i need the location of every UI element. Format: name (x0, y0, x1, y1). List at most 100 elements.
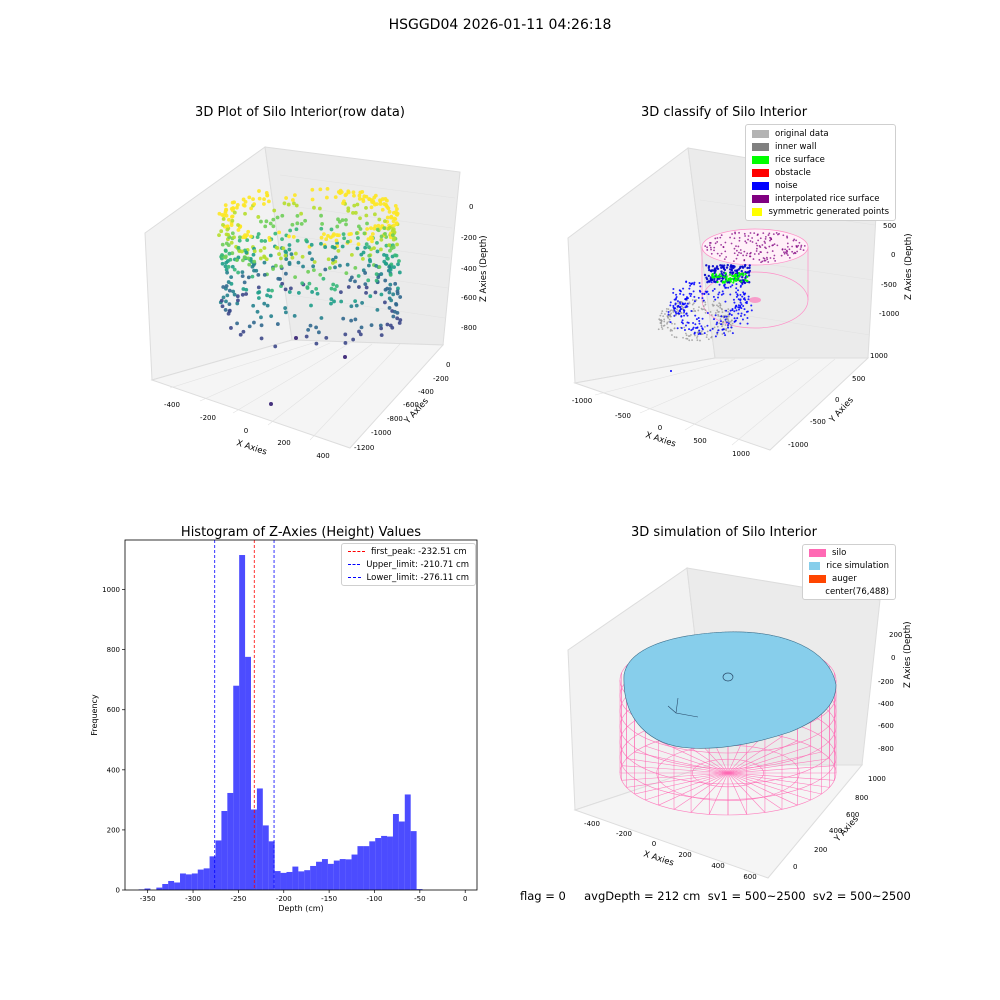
raw-z-label: Z Axies (Depth) (479, 235, 489, 302)
noise-point (714, 335, 717, 338)
raw-point (236, 223, 240, 227)
z-tick: -600 (878, 722, 894, 730)
noise-point (725, 266, 729, 269)
raw-point (292, 313, 297, 318)
noise-point (722, 264, 726, 267)
interpolated-point (751, 237, 754, 239)
raw-point (259, 336, 264, 341)
noise-point (689, 295, 692, 298)
interpolated-point (753, 232, 756, 235)
raw-point (306, 327, 311, 332)
noise-point (693, 281, 696, 284)
interpolated-point (706, 249, 709, 251)
noise-point (715, 323, 718, 326)
y-tick: 0 (835, 396, 839, 404)
raw-point (265, 303, 270, 308)
raw-point (340, 244, 345, 249)
z-tick: 0 (469, 203, 473, 211)
raw-point (235, 321, 239, 326)
noise-point (701, 328, 704, 331)
y-tick: -800 (387, 415, 403, 423)
raw-point (354, 231, 359, 236)
noise-point (679, 292, 682, 295)
y-tick-label: 0 (116, 887, 120, 895)
interpolated-point (745, 241, 748, 244)
raw-point (364, 290, 368, 295)
x-tick: -500 (615, 412, 631, 420)
raw-point (277, 252, 281, 256)
raw-point (292, 201, 296, 206)
x-tick: 0 (658, 424, 662, 432)
silo-floor-spoke (727, 772, 798, 806)
rice-surface-point (739, 273, 743, 276)
raw-point (356, 274, 361, 278)
histogram-bar (209, 856, 216, 890)
raw-point (344, 218, 348, 222)
original-point (719, 306, 722, 309)
raw-point (362, 231, 367, 236)
original-point (661, 328, 664, 330)
original-point (690, 333, 692, 336)
noise-point (747, 295, 750, 298)
original-point (672, 311, 675, 313)
noise-point (731, 332, 734, 335)
original-point (665, 310, 668, 313)
z-tick: 0 (891, 251, 895, 259)
raw-point (392, 216, 397, 221)
legend-swatch (809, 561, 821, 570)
interpolated-point (759, 251, 762, 253)
rice-surface-point (746, 275, 749, 278)
legend-swatch (752, 168, 769, 177)
raw-point (337, 233, 341, 238)
raw-point (368, 259, 373, 264)
z-tick: -200 (461, 234, 477, 242)
original-point (724, 324, 727, 326)
panel-classify-3d: 3D classify of Silo Interior -1000 -500 … (567, 105, 914, 458)
noise-point (689, 284, 692, 287)
original-point (660, 324, 663, 327)
original-point (669, 328, 672, 331)
raw-point (257, 189, 261, 193)
interpolated-point (716, 237, 719, 239)
raw-point (287, 247, 292, 252)
original-point (716, 309, 719, 312)
raw-point (391, 227, 396, 232)
interpolated-point (775, 232, 778, 234)
original-point (659, 314, 662, 317)
raw-point (243, 211, 247, 216)
interpolated-point (731, 233, 733, 235)
z-tick: -800 (461, 324, 477, 332)
original-point (714, 312, 717, 314)
raw-point (225, 259, 230, 263)
histogram-bar (316, 861, 322, 890)
rice-surface-point (724, 272, 727, 275)
raw-point (246, 229, 251, 234)
interpolated-point (752, 258, 755, 260)
raw-point (235, 294, 240, 299)
noise-point (697, 316, 700, 319)
silo-floor-spoke (727, 772, 783, 810)
raw-point (368, 294, 373, 299)
raw-point (333, 195, 338, 199)
y-tick: -600 (403, 401, 419, 409)
original-point (713, 326, 716, 329)
interpolated-point (749, 232, 752, 234)
raw-point (259, 238, 264, 243)
raw-point (357, 285, 361, 289)
raw-point (226, 264, 231, 269)
histogram-legend: first_peak: -232.51 cm Upper_limit: -210… (341, 543, 476, 586)
noise-point (723, 332, 726, 335)
raw-point (322, 232, 326, 237)
interpolated-point (749, 240, 752, 242)
interpolated-point (751, 241, 754, 243)
noise-point (711, 265, 715, 268)
noise-point (701, 297, 704, 300)
noise-point (678, 301, 681, 304)
noise-point (699, 290, 702, 293)
noise-point (695, 318, 698, 321)
silo-floor-spoke (727, 772, 835, 781)
noise-point (670, 370, 672, 372)
noise-point (735, 287, 738, 290)
interpolated-point (729, 236, 731, 239)
panel-raw-title: 3D Plot of Silo Interior(row data) (195, 105, 405, 120)
